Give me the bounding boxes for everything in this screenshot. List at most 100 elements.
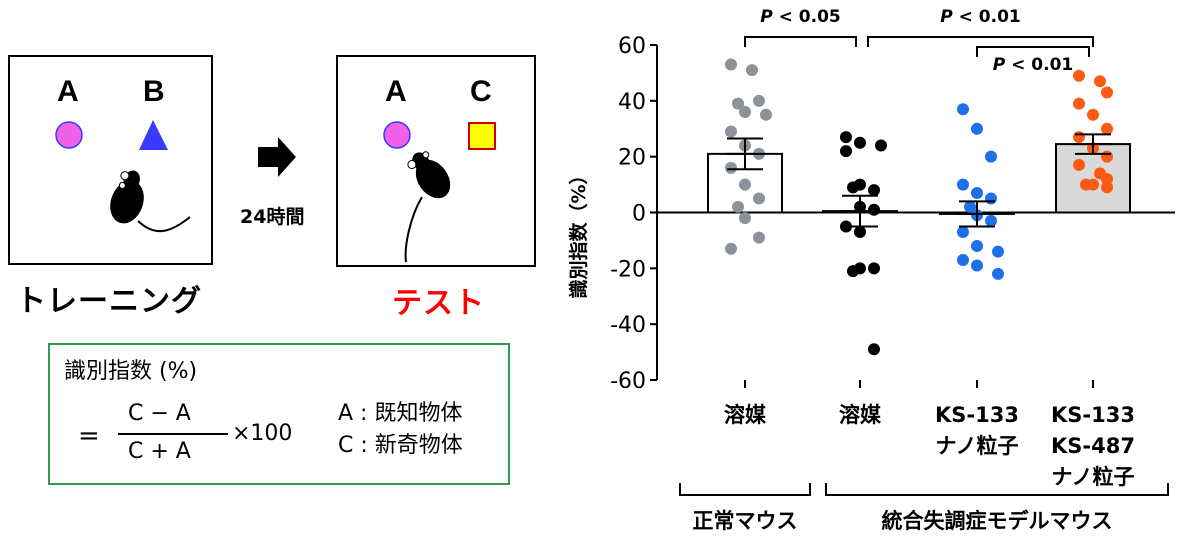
data-point — [725, 161, 737, 174]
group-label: 統合失調症モデルマウス — [882, 509, 1113, 533]
formula-equals: = — [78, 421, 100, 451]
data-point — [868, 262, 880, 275]
category-label: ナノ粒子 — [1052, 465, 1135, 489]
data-point — [957, 226, 969, 239]
y-tick-label: 20 — [618, 146, 646, 171]
data-point — [957, 103, 969, 116]
data-point — [971, 259, 983, 272]
data-point — [725, 125, 737, 138]
training-drawing — [55, 120, 191, 233]
bar — [1055, 143, 1131, 214]
data-point — [1101, 181, 1113, 194]
formula-denominator: C + A — [128, 439, 191, 464]
legend-novel-object: C : 新奇物体 — [338, 433, 463, 458]
significance-label: P < 0.01 — [940, 7, 1021, 27]
formula-title: 識別指数 (%) — [64, 359, 198, 384]
category-label: 溶媒 — [839, 403, 882, 427]
data-point — [1073, 159, 1085, 172]
data-point — [753, 192, 765, 205]
category-label: ナノ粒子 — [936, 434, 1019, 458]
data-point — [992, 267, 1004, 280]
mouse-tail — [137, 216, 191, 233]
data-point — [985, 214, 997, 227]
triangle-object — [139, 120, 168, 150]
mouse-icon — [110, 170, 144, 224]
category-label: KS-487 — [1051, 434, 1135, 458]
group-label: 正常マウス — [693, 509, 798, 533]
known-object-circle — [55, 121, 83, 149]
data-point — [840, 131, 852, 144]
object-label-c: C — [470, 75, 492, 108]
significance-bracket — [867, 36, 1094, 47]
data-point — [1073, 69, 1085, 82]
known-object-circle — [383, 121, 411, 149]
data-point — [868, 203, 880, 216]
y-axis-label: 識別指数（%） — [567, 165, 590, 298]
formula-numerator: C − A — [128, 401, 191, 426]
data-point — [739, 178, 751, 191]
data-point — [1101, 150, 1113, 163]
arrow-right-icon — [258, 137, 296, 177]
novel-object-square — [468, 122, 496, 150]
formula-box: 識別指数 (%) = C − A C + A ×100 A : 既知物体 C :… — [48, 343, 510, 485]
data-point — [1101, 122, 1113, 135]
data-point — [840, 145, 852, 158]
interval-label: 24時間 — [240, 206, 305, 228]
data-point — [760, 108, 772, 121]
category-label: 溶媒 — [724, 403, 767, 427]
data-point — [1101, 86, 1113, 99]
fraction-bar — [118, 433, 228, 435]
y-tick-label: -20 — [610, 257, 646, 282]
significance-bracket — [976, 46, 1090, 57]
test-panel: A C — [336, 55, 536, 267]
mouse-tail — [404, 196, 423, 263]
data-point — [854, 262, 866, 275]
data-point — [753, 94, 765, 107]
significance-label: P < 0.05 — [760, 7, 841, 27]
object-label-a: A — [385, 75, 407, 108]
data-point — [985, 150, 997, 163]
data-point — [732, 200, 744, 213]
object-label-b: B — [143, 75, 165, 108]
y-tick-label: 0 — [632, 202, 646, 227]
data-point — [985, 192, 997, 205]
data-point — [847, 181, 859, 194]
test-label: テスト — [392, 286, 485, 321]
training-panel: A B — [8, 55, 213, 265]
object-label-a: A — [57, 75, 79, 108]
data-point — [739, 106, 751, 118]
group-bracket — [679, 483, 811, 496]
data-point — [1094, 75, 1106, 88]
data-point — [868, 343, 880, 356]
data-point — [1073, 131, 1085, 144]
data-point — [971, 186, 983, 199]
y-tick-label: 60 — [618, 34, 646, 59]
y-tick-label: -40 — [610, 313, 646, 338]
data-point — [875, 139, 887, 152]
data-point — [992, 245, 1004, 258]
data-point — [854, 226, 866, 239]
mouse-icon — [407, 151, 451, 199]
data-point — [1101, 173, 1113, 185]
data-point — [957, 253, 969, 266]
data-point — [739, 212, 751, 225]
data-point — [725, 58, 737, 71]
data-point — [1087, 178, 1099, 191]
training-label: トレーニング — [16, 284, 202, 319]
data-point — [868, 184, 880, 197]
y-tick-label: -60 — [610, 369, 646, 394]
significance-label: P < 0.01 — [993, 55, 1074, 75]
data-point — [732, 97, 744, 110]
legend-known-object: A : 既知物体 — [338, 401, 463, 426]
significance-bracket — [744, 36, 857, 47]
category-label: KS-133 — [935, 403, 1019, 427]
formula-multiplier: ×100 — [232, 421, 293, 446]
data-point — [971, 240, 983, 252]
data-point — [971, 122, 983, 135]
test-drawing — [383, 121, 496, 263]
data-point — [854, 136, 866, 149]
group-bracket — [825, 483, 1169, 496]
data-point — [964, 200, 976, 213]
data-point — [957, 178, 969, 191]
